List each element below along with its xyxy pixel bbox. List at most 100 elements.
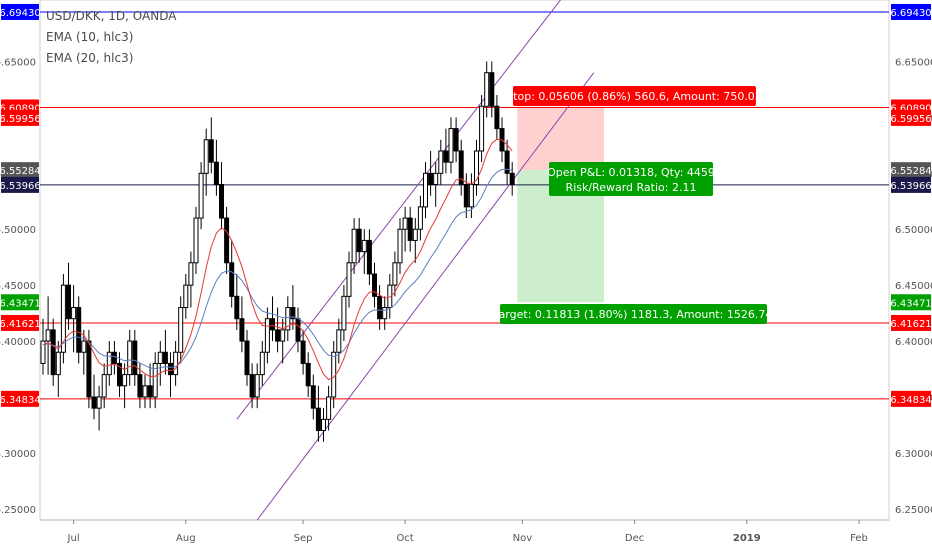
candle-body-58 xyxy=(336,329,342,353)
candle-body-66 xyxy=(377,295,383,320)
y-tick-label-right-1: 6.30000 xyxy=(895,449,932,460)
legend-symbol[interactable]: USD/DKK, 1D, OANDA xyxy=(46,9,177,23)
candle-body-53 xyxy=(310,385,316,409)
candle-body-23 xyxy=(157,351,163,364)
plot-area xyxy=(39,0,890,521)
candle-body-46 xyxy=(275,329,281,342)
candle-body-86 xyxy=(479,105,485,152)
candle-body-7 xyxy=(76,307,82,353)
candle-body-81 xyxy=(453,128,459,152)
candle-body-26 xyxy=(173,351,179,376)
price-tag-right-bg-7 xyxy=(891,390,931,407)
candle-body-69 xyxy=(392,262,398,286)
price-tag-left-bg-6 xyxy=(1,314,39,331)
price-tag-right-bg-5 xyxy=(891,294,931,311)
candle-body-25 xyxy=(168,362,173,376)
price-tag-left-1: 6.60890 xyxy=(0,103,41,114)
candle-body-50 xyxy=(295,318,301,342)
price-tag-left-bg-0 xyxy=(1,3,39,20)
legend-ema-20[interactable]: EMA (20, hlc3) xyxy=(46,51,134,65)
candle-body-87 xyxy=(484,72,490,107)
x-tick-label-3: Oct xyxy=(396,533,413,544)
candle-body-42 xyxy=(254,374,260,398)
candle-body-71 xyxy=(402,217,408,230)
candle-body-48 xyxy=(285,307,291,331)
target-label: Target: 0.11813 (1.80%) 1181.3, Amount: … xyxy=(493,308,773,321)
candle-body-60 xyxy=(346,262,352,297)
candle-body-13 xyxy=(106,351,112,376)
price-tag-right-5: 6.43471 xyxy=(890,298,931,309)
candle-body-72 xyxy=(407,217,413,241)
price-tag-right-6: 6.41621 xyxy=(890,319,931,330)
stop-label: Stop: 0.05606 (0.86%) 560.6, Amount: 750… xyxy=(506,90,762,103)
candle-body-43 xyxy=(259,351,265,376)
risk-reward-label: Risk/Reward Ratio: 2.11 xyxy=(566,181,697,194)
candle-body-41 xyxy=(249,374,255,398)
y-tick-label-right-4: 6.45000 xyxy=(895,281,932,292)
candle-body-35 xyxy=(219,184,224,219)
price-tag-left-4: 6.53966 xyxy=(0,181,41,192)
candle-body-17 xyxy=(127,340,133,376)
candle-body-84 xyxy=(468,184,474,208)
y-tick-label-right-5: 6.50000 xyxy=(895,225,932,236)
target-label-bg xyxy=(500,304,767,324)
candle-body-74 xyxy=(417,206,423,230)
chart-legend: USD/DKK, 1D, OANDA EMA (10, hlc3) EMA (2… xyxy=(46,6,176,69)
candle-body-0 xyxy=(40,340,46,364)
candle-body-32 xyxy=(203,139,209,174)
candle-body-12 xyxy=(101,374,107,398)
candle-body-18 xyxy=(132,340,138,376)
y-tick-label-left-1: 6.30000 xyxy=(0,449,36,460)
candle-body-85 xyxy=(474,150,479,186)
candle-body-68 xyxy=(387,284,393,309)
y-tick-label-left-4: 6.45000 xyxy=(0,281,36,292)
candle-body-67 xyxy=(382,307,388,320)
candle-body-4 xyxy=(60,284,66,353)
x-tick-label-5: Dec xyxy=(625,533,644,544)
candle-body-37 xyxy=(229,262,235,297)
candle-body-51 xyxy=(300,340,306,364)
candle-body-82 xyxy=(458,150,464,186)
stop-zone xyxy=(517,107,604,171)
candle-body-33 xyxy=(208,139,214,163)
candle-body-63 xyxy=(361,239,367,253)
price-tag-right-2: 6.59956 xyxy=(890,114,931,125)
candle-body-49 xyxy=(290,307,296,320)
price-tag-right-1: 6.60890 xyxy=(890,103,931,114)
x-tick-label-6: 2019 xyxy=(733,533,761,544)
x-tick-label-4: Nov xyxy=(513,533,533,544)
candle-body-91 xyxy=(504,150,510,174)
candle-body-80 xyxy=(448,128,454,163)
y-tick-label-left-8: 6.65000 xyxy=(0,58,36,69)
y-tick-label-left-0: 6.25000 xyxy=(0,505,36,516)
candle-body-61 xyxy=(351,228,357,264)
price-tag-left-bg-5 xyxy=(1,294,39,311)
y-tick-label-right-8: 6.65000 xyxy=(895,58,932,69)
candle-body-1 xyxy=(45,329,51,342)
candle-body-6 xyxy=(71,307,77,320)
price-tag-right-bg-4 xyxy=(891,176,931,193)
candle-body-29 xyxy=(188,262,194,286)
price-tag-right-bg-0 xyxy=(891,3,931,20)
candle-body-9 xyxy=(86,340,92,398)
candle-body-27 xyxy=(178,307,184,353)
candle-body-10 xyxy=(91,396,97,409)
price-tag-left-3: 6.55284 xyxy=(0,166,41,177)
candle-body-28 xyxy=(183,284,189,309)
candle-body-15 xyxy=(117,362,122,387)
candle-body-70 xyxy=(397,228,403,264)
y-tick-label-right-3: 6.40000 xyxy=(895,337,932,348)
stop-label-bg xyxy=(513,86,756,106)
channel-upper-line xyxy=(236,0,562,420)
price-tag-right-0: 6.69430 xyxy=(890,8,931,19)
candle-body-45 xyxy=(270,318,275,331)
price-tag-left-bg-7 xyxy=(1,390,39,407)
legend-ema-10[interactable]: EMA (10, hlc3) xyxy=(46,30,134,44)
candle-body-78 xyxy=(438,150,444,174)
y-tick-label-right-0: 6.25000 xyxy=(895,505,932,516)
pnl-label-bg xyxy=(549,162,713,196)
y-tick-label-left-5: 6.50000 xyxy=(0,225,36,236)
price-tag-left-bg-3 xyxy=(1,162,39,179)
candle-body-65 xyxy=(372,273,377,297)
